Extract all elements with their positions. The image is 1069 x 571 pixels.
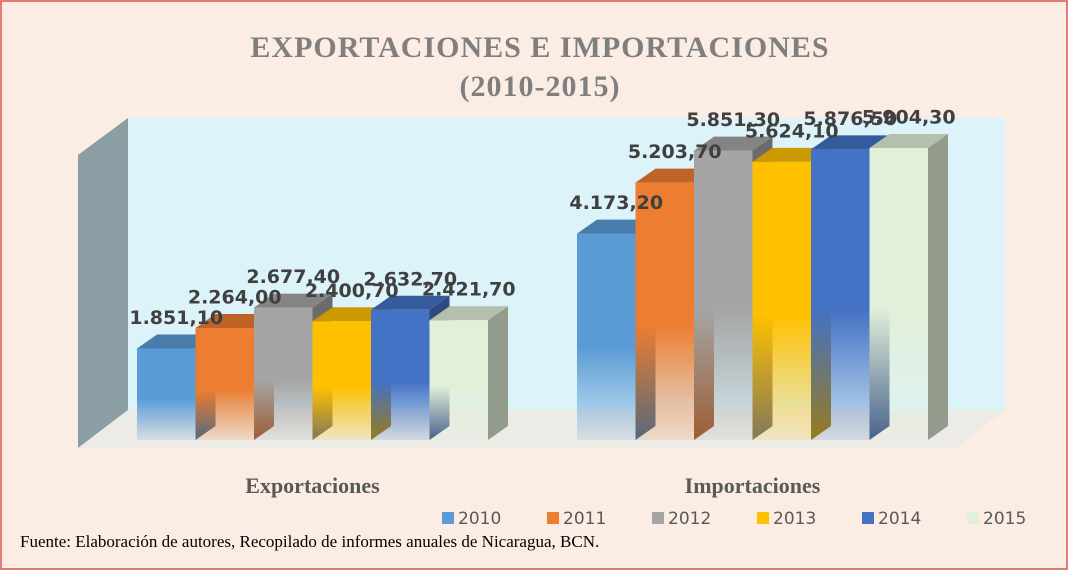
legend-label: 2012 bbox=[668, 509, 711, 529]
bar-top bbox=[869, 133, 948, 148]
source-note: Fuente: Elaboración de autores, Recopila… bbox=[20, 532, 599, 551]
legend-label: 2014 bbox=[878, 509, 921, 529]
x-tick-label: Exportaciones bbox=[245, 473, 380, 498]
bar bbox=[312, 321, 371, 440]
bar-top bbox=[694, 136, 773, 151]
legend-label: 2011 bbox=[563, 509, 606, 529]
data-label: 5.203,70 bbox=[628, 141, 722, 163]
data-label: 5.904,30 bbox=[862, 106, 956, 128]
bar bbox=[195, 328, 254, 440]
bar-top bbox=[371, 295, 450, 310]
data-label: 2.677,40 bbox=[246, 266, 340, 288]
legend-swatch bbox=[862, 512, 874, 524]
data-label: 2.400,70 bbox=[305, 280, 399, 302]
legend-swatch bbox=[757, 512, 769, 524]
bar-side bbox=[928, 133, 948, 440]
legend-label: 2010 bbox=[458, 509, 501, 529]
bar-top bbox=[811, 135, 890, 150]
chart-title: EXPORTACIONES E IMPORTACIONES bbox=[250, 31, 829, 64]
data-label: 2.421,70 bbox=[422, 279, 516, 301]
bar bbox=[694, 150, 753, 440]
bar bbox=[429, 320, 488, 440]
bar bbox=[811, 149, 870, 440]
chart-subtitle: (2010-2015) bbox=[460, 70, 621, 103]
data-label: 5.624,10 bbox=[745, 120, 839, 142]
bar-side bbox=[488, 306, 508, 440]
legend-swatch bbox=[967, 512, 979, 524]
bar-top bbox=[254, 293, 333, 308]
x-tick-label: Importaciones bbox=[685, 473, 821, 498]
bar bbox=[371, 309, 430, 440]
bar bbox=[752, 161, 811, 440]
legend-label: 2015 bbox=[983, 509, 1026, 529]
bar bbox=[635, 182, 694, 440]
data-label: 1.851,10 bbox=[129, 307, 223, 329]
legend-swatch bbox=[547, 512, 559, 524]
bar bbox=[137, 348, 196, 440]
data-label: 5.851,30 bbox=[686, 109, 780, 131]
side-wall bbox=[78, 118, 128, 448]
data-label: 2.264,00 bbox=[188, 287, 282, 309]
data-label: 4.173,20 bbox=[569, 192, 663, 214]
bar-top bbox=[429, 306, 508, 321]
legend-swatch bbox=[652, 512, 664, 524]
data-label: 2.632,70 bbox=[363, 268, 457, 290]
bar bbox=[577, 233, 636, 440]
bar bbox=[254, 307, 313, 440]
data-label: 5.876,50 bbox=[803, 108, 897, 130]
legend-swatch bbox=[442, 512, 454, 524]
bar bbox=[869, 147, 928, 440]
legend-label: 2013 bbox=[773, 509, 816, 529]
